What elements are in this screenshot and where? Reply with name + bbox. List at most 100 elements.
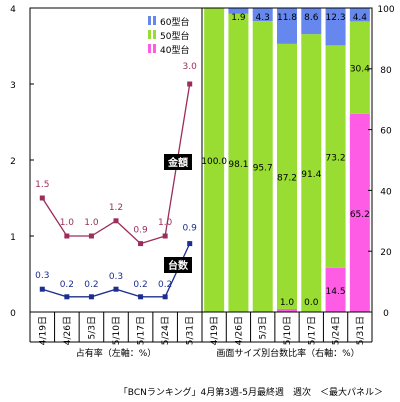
callout-label: 台数 — [168, 259, 189, 272]
bar-segment — [301, 34, 322, 312]
x-category-labels: 4/19日 4/26日 5/3日 5/10日 5/17日 5/24日 5/31日 4/19日 4… — [29, 312, 373, 345]
data-point — [88, 233, 94, 239]
data-point — [88, 294, 94, 300]
bar-value-label: 91.4 — [301, 170, 321, 180]
data-label: 1.0 — [84, 218, 99, 228]
data-point — [39, 195, 45, 201]
data-label: 1.5 — [35, 180, 49, 190]
data-label: 1.0 — [158, 218, 173, 228]
bar-segment — [325, 267, 346, 312]
bar-segment — [277, 308, 297, 312]
callout-box — [164, 154, 192, 170]
left-y-tick-label: 1 — [10, 233, 16, 243]
legend-swatch — [148, 30, 151, 39]
bar-value-label: 4.3 — [256, 13, 270, 23]
bar-segment — [349, 21, 370, 114]
data-point — [113, 286, 119, 292]
data-point — [187, 241, 193, 247]
right-x-tick-label: 5/10日 — [282, 316, 293, 345]
bar-segment — [325, 45, 346, 268]
bar-layer: 100.0 1.9 98.1 4.3 95.7 11.8 87.2 1.0 8.6 91.4 0.0… — [201, 8, 370, 313]
legend-label: 60型台 — [160, 16, 189, 28]
bar-value-label: 87.2 — [277, 173, 297, 183]
bar-value-label: 0.0 — [304, 298, 319, 308]
bar-segment — [228, 13, 249, 312]
legend-swatch — [153, 30, 156, 39]
callout-label: 金額 — [167, 156, 188, 169]
right-plot-frame — [201, 7, 373, 313]
bar-segment — [204, 8, 225, 312]
bar-value-label: 12.3 — [326, 13, 346, 23]
bar-segment — [301, 8, 322, 35]
legend-swatch — [153, 44, 156, 53]
bar-value-label: 1.9 — [231, 13, 246, 23]
bar-segment — [228, 8, 249, 14]
footer-source: 「BCNランキング」4月第3週-5月最終週 週次 ＜最大パネル＞ — [119, 386, 383, 398]
bar-segment — [325, 8, 346, 46]
left-x-tick-label: 5/3日 — [86, 316, 97, 340]
legend-swatch — [148, 16, 151, 25]
bar-segment — [252, 8, 273, 22]
bar-segment — [277, 8, 297, 44]
left-x-tick-label: 5/31日 — [185, 316, 196, 345]
left-x-tick-label: 5/10日 — [111, 316, 122, 345]
data-point — [113, 218, 119, 224]
left-y-tick-label: 0 — [10, 309, 16, 319]
bar-segment — [277, 43, 297, 309]
data-label: 0.2 — [60, 280, 74, 290]
right-y-tick-label: 60 — [380, 127, 392, 137]
right-y-tick-label: 100 — [377, 5, 394, 15]
bar-value-label: 95.7 — [253, 164, 273, 174]
data-point — [162, 233, 168, 239]
bar-value-label: 8.6 — [304, 13, 319, 23]
right-y-tick-label: 0 — [383, 309, 389, 319]
left-x-tick-label: 5/17日 — [136, 316, 147, 345]
data-point — [138, 241, 144, 247]
bar-value-label: 30.4 — [350, 65, 370, 75]
right-x-tick-label: 4/26日 — [233, 316, 244, 345]
right-y-tick-label: 20 — [380, 248, 392, 258]
bar-segment — [252, 21, 273, 313]
data-label: 0.2 — [133, 280, 147, 290]
left-x-tick-label: 4/19日 — [37, 316, 48, 345]
legend-label: 50型台 — [160, 30, 189, 42]
legend: 60型台 50型台 40型台 — [148, 16, 189, 56]
data-label: 0.9 — [133, 226, 148, 236]
bar-value-label: 100.0 — [201, 157, 227, 167]
bar-value-label: 4.4 — [353, 13, 368, 23]
right-y-tick-label: 80 — [380, 66, 392, 76]
data-label: 1.2 — [109, 203, 123, 213]
line-layer: 1.5 1.0 1.0 1.2 0.9 1.0 3.0 0.3 0.2 0.2 0.3 0.2 0.2 0… — [35, 62, 198, 300]
callout-box — [164, 257, 192, 273]
left-y-tick-label: 2 — [10, 157, 16, 167]
left-y-tick-label: 4 — [10, 5, 16, 15]
data-label: 0.2 — [84, 280, 98, 290]
data-point — [64, 233, 70, 239]
right-axis-title: 画面サイズ別台数比率（右軸：%） — [216, 347, 359, 359]
data-point — [187, 81, 193, 87]
data-label: 1.0 — [60, 218, 75, 228]
data-point — [162, 294, 168, 300]
bar-segment — [349, 113, 370, 313]
right-x-tick-label: 4/19日 — [209, 316, 220, 345]
bar-value-label: 11.8 — [277, 13, 297, 23]
right-x-tick-label: 5/17日 — [306, 316, 317, 345]
bar-value-label: 1.0 — [280, 298, 295, 308]
data-label: 0.3 — [35, 271, 49, 281]
right-x-tick-label: 5/3日 — [258, 316, 269, 340]
legend-label: 40型台 — [160, 44, 189, 56]
data-point — [39, 286, 45, 292]
left-axis-title: 占有率（左軸：%） — [76, 347, 157, 359]
data-point — [138, 294, 144, 300]
left-y-tick-label: 3 — [10, 81, 16, 91]
right-x-tick-label: 5/24日 — [331, 316, 342, 345]
bar-value-label: 98.1 — [228, 160, 248, 170]
right-y-tick-label: 40 — [380, 187, 392, 197]
bar-value-label: 73.2 — [326, 154, 346, 164]
legend-swatch — [153, 16, 156, 25]
data-label: 0.3 — [109, 272, 123, 282]
data-label: 3.0 — [183, 62, 198, 72]
